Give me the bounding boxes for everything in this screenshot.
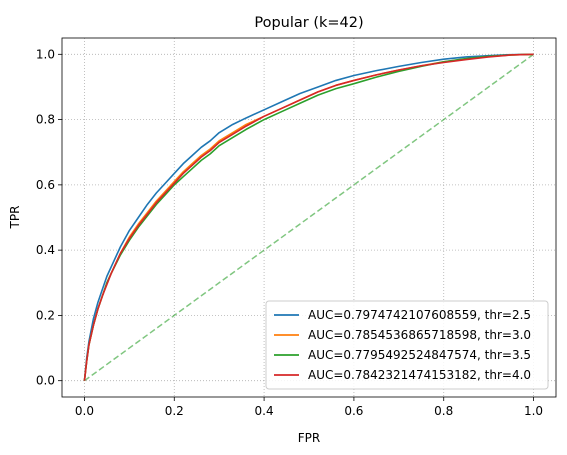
y-tick-label: 0.2 xyxy=(36,308,55,322)
chart-title: Popular (k=42) xyxy=(254,15,363,31)
legend-entry: AUC=0.7974742107608559, thr=2.5 xyxy=(308,308,531,322)
axis-ticks: 0.0 0.2 0.4 0.6 0.8 1.0 0.0 0.2 0.4 0.6 0.8 1.0 xyxy=(36,47,543,418)
x-tick-label: 1.0 xyxy=(524,404,543,418)
chance-diagonal-line xyxy=(84,53,534,382)
y-tick-label: 0.4 xyxy=(36,243,55,257)
series-layer xyxy=(83,53,534,382)
legend-entry: AUC=0.7795492524847574, thr=3.5 xyxy=(308,348,531,362)
x-tick-label: 0.8 xyxy=(434,404,453,418)
roc-curve-3 xyxy=(83,53,534,381)
x-tick-label: 0.4 xyxy=(255,404,274,418)
legend-box xyxy=(265,300,549,390)
y-tick-label: 0.0 xyxy=(36,374,55,388)
y-tick-label: 0.6 xyxy=(36,178,55,192)
plot-frame xyxy=(61,37,557,398)
y-tick-label: 0.8 xyxy=(36,113,55,127)
legend-entry: AUC=0.7854536865718598, thr=3.0 xyxy=(308,328,531,342)
y-axis-label: TPR xyxy=(8,206,22,230)
x-axis-label: FPR xyxy=(298,431,320,445)
roc-curve-0 xyxy=(83,53,534,381)
x-tick-label: 0.0 xyxy=(75,404,94,418)
legend-entry: AUC=0.7842321474153182, thr=4.0 xyxy=(308,368,531,382)
x-tick-label: 0.2 xyxy=(165,404,184,418)
y-tick-label: 1.0 xyxy=(36,47,55,61)
x-tick-label: 0.6 xyxy=(344,404,363,418)
legend: AUC=0.7974742107608559, thr=2.5 AUC=0.785… xyxy=(265,300,549,390)
